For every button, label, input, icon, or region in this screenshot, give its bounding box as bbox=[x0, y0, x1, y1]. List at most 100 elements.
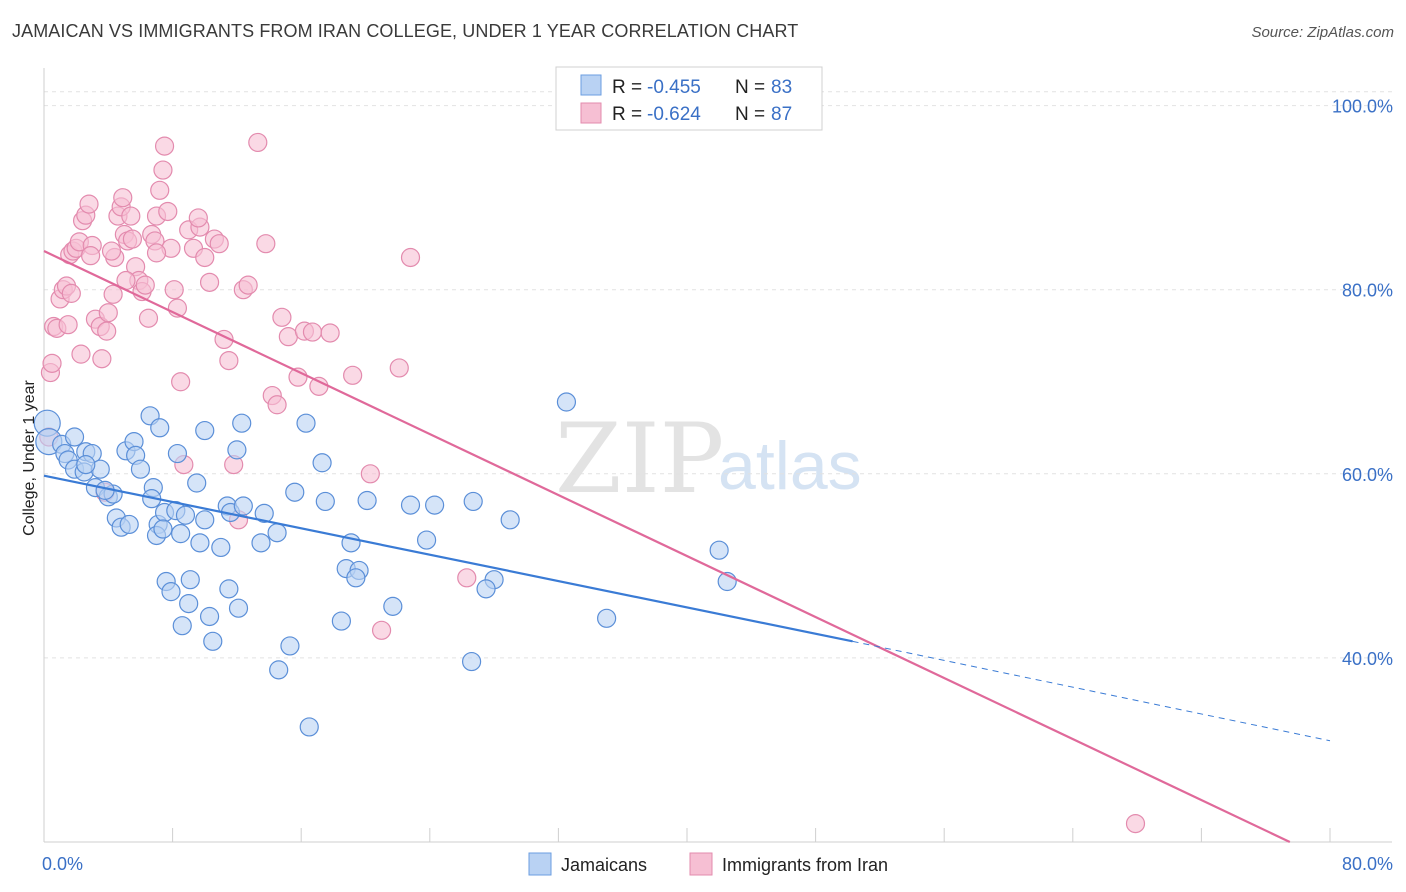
iran-point bbox=[146, 243, 167, 263]
iran-point bbox=[42, 353, 62, 373]
iran-point bbox=[98, 303, 118, 323]
trend-lines bbox=[43, 250, 1331, 843]
iran-point bbox=[248, 132, 268, 153]
jamaican-point bbox=[195, 510, 215, 530]
iran-point bbox=[103, 284, 123, 304]
iran-point bbox=[360, 464, 380, 484]
iran-point bbox=[1125, 813, 1146, 834]
iran-point bbox=[122, 229, 143, 249]
iran-point bbox=[219, 350, 239, 371]
y-axis-label: College, Under 1 year bbox=[21, 380, 38, 536]
jamaican-point bbox=[400, 495, 421, 515]
jamaican-point bbox=[296, 413, 316, 433]
source-label: Source: ZipAtlas.com bbox=[1251, 24, 1394, 41]
jamaican-point bbox=[76, 455, 96, 475]
jamaican-point bbox=[227, 440, 247, 460]
jamaican-point bbox=[171, 524, 191, 544]
legend-n-value-1: 83 bbox=[771, 77, 792, 98]
iran-point bbox=[164, 280, 184, 300]
watermark: ZIP atlas bbox=[555, 403, 862, 515]
jamaican-point bbox=[500, 510, 520, 530]
iran-point bbox=[302, 322, 323, 342]
jamaican-point bbox=[119, 514, 139, 535]
y-tick-labels: 40.0% 60.0% 80.0% 100.0% bbox=[1332, 97, 1393, 669]
jamaican-point bbox=[167, 443, 188, 464]
jamaican-point bbox=[357, 490, 377, 511]
iran-point bbox=[371, 620, 392, 640]
legend-r-value-1: -0.455 bbox=[647, 77, 701, 98]
jamaican-point bbox=[251, 533, 271, 553]
iran-trend-line bbox=[43, 250, 1291, 843]
jamaican-point bbox=[299, 717, 319, 737]
jamaican-point bbox=[233, 496, 253, 516]
watermark-atlas: atlas bbox=[718, 428, 862, 504]
iran-point bbox=[113, 188, 133, 208]
jamaican-point bbox=[285, 482, 305, 502]
jamaican-point bbox=[315, 491, 335, 512]
grid bbox=[44, 91, 1392, 659]
iran-point bbox=[58, 315, 78, 335]
legend-swatch-iran bbox=[580, 102, 602, 124]
jamaican-point bbox=[463, 491, 483, 512]
chart-title: JAMAICAN VS IMMIGRANTS FROM IRAN COLLEGE… bbox=[12, 21, 799, 41]
iran-point bbox=[171, 372, 191, 392]
iran-point bbox=[209, 234, 229, 254]
correlation-legend: R = -0.455 N = 83 R = -0.624 N = 87 bbox=[555, 66, 823, 131]
series-legend-swatch-jamaicans bbox=[528, 852, 552, 876]
iran-point bbox=[97, 321, 117, 341]
legend-n-label-2: N = bbox=[735, 104, 765, 125]
iran-point bbox=[61, 283, 81, 303]
iran-point bbox=[158, 201, 178, 222]
jamaican-points bbox=[33, 392, 737, 737]
jamaican-point bbox=[254, 503, 274, 523]
jamaican-point bbox=[280, 636, 300, 656]
iran-point bbox=[154, 136, 175, 156]
jamaican-point bbox=[346, 568, 366, 588]
iran-point bbox=[92, 349, 112, 369]
iran-point bbox=[101, 241, 122, 261]
jamaican-point bbox=[461, 651, 482, 672]
jamaican-point bbox=[190, 533, 210, 553]
jamaican-point bbox=[476, 579, 496, 599]
iran-point bbox=[272, 307, 292, 327]
jamaican-trend-line bbox=[43, 474, 853, 643]
iran-point bbox=[256, 234, 276, 254]
iran-point bbox=[71, 344, 91, 364]
series-legend: Jamaicans Immigrants from Iran bbox=[528, 852, 888, 876]
iran-point bbox=[278, 327, 298, 347]
jamaican-point bbox=[709, 540, 729, 560]
series-legend-iran: Immigrants from Iran bbox=[722, 855, 888, 875]
jamaican-point bbox=[150, 418, 170, 438]
y-tick-label-100: 100.0% bbox=[1332, 97, 1393, 117]
iran-point bbox=[238, 275, 258, 295]
iran-point bbox=[267, 395, 287, 415]
series-legend-swatch-iran bbox=[689, 852, 713, 876]
y-tick-label-60: 60.0% bbox=[1342, 465, 1393, 485]
jamaican-point bbox=[312, 453, 332, 473]
axes bbox=[43, 68, 1392, 843]
jamaican-point bbox=[179, 593, 199, 614]
legend-swatch-jamaicans bbox=[580, 74, 602, 96]
jamaican-point bbox=[425, 495, 445, 515]
iran-point bbox=[320, 323, 340, 343]
jamaican-point bbox=[211, 537, 231, 558]
legend-r-label-1: R = bbox=[612, 77, 642, 98]
jamaican-point bbox=[203, 631, 223, 651]
iran-point bbox=[138, 308, 159, 328]
iran-point bbox=[150, 180, 170, 200]
watermark-zip: ZIP bbox=[555, 403, 724, 515]
y-tick-label-80: 80.0% bbox=[1342, 281, 1393, 301]
iran-point bbox=[199, 272, 220, 292]
jamaican-point bbox=[175, 505, 196, 525]
legend-n-label-1: N = bbox=[735, 77, 765, 98]
legend-r-value-2: -0.624 bbox=[647, 104, 701, 125]
legend-n-value-2: 87 bbox=[771, 104, 792, 125]
x-tick-label-max: 80.0% bbox=[1342, 854, 1393, 874]
y-tick-label-40: 40.0% bbox=[1342, 649, 1393, 669]
iran-point bbox=[195, 247, 215, 268]
jamaican-trend-extension bbox=[852, 640, 1331, 742]
iran-point bbox=[309, 376, 329, 396]
iran-point bbox=[457, 568, 477, 588]
jamaican-point bbox=[153, 519, 173, 539]
